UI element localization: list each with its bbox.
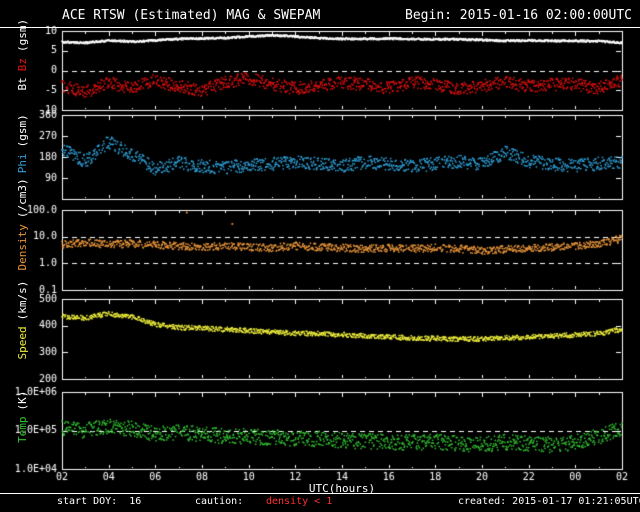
temp-unit-label: (K) [16, 390, 29, 411]
bt-label: Bt [16, 77, 29, 91]
y-axis-title-phi: Phi (gsm) [3, 107, 29, 207]
speed-label: Speed [16, 326, 29, 360]
x-axis-label: UTC(hours) [308, 482, 376, 495]
bt-bz-unit-label: (gsm) [16, 18, 29, 52]
density-unit-label: (/cm3) [16, 178, 29, 219]
phi-label: Phi [16, 153, 29, 174]
y-axis-title-density: Density (/cm3) [3, 178, 29, 300]
density-label: Density [16, 224, 29, 271]
caution-label: caution: [195, 496, 244, 507]
start-doy-label: start DOY: 16 [57, 496, 142, 507]
y-axis-title-temp: Temp (K) [3, 380, 29, 480]
speed-unit-label: (km/s) [16, 280, 29, 321]
bz-label: Bz [16, 58, 29, 72]
footer-divider [0, 493, 640, 494]
y-axis-title-speed: Speed (km/s) [3, 281, 29, 389]
temp-label: Temp [16, 416, 29, 443]
page-title: ACE RTSW (Estimated) MAG & SWEPAM [62, 8, 321, 23]
density-warning-label: density < 1 [266, 496, 333, 507]
y-axis-title-bt-bz: Bt Bz (gsm) [3, 19, 29, 120]
begin-timestamp: Begin: 2015-01-16 02:00:00UTC [405, 8, 632, 23]
created-timestamp: created: 2015-01-17 01:21:05UTC [458, 496, 640, 507]
phi-unit-label: (gsm) [16, 114, 29, 148]
header-divider [0, 27, 640, 28]
